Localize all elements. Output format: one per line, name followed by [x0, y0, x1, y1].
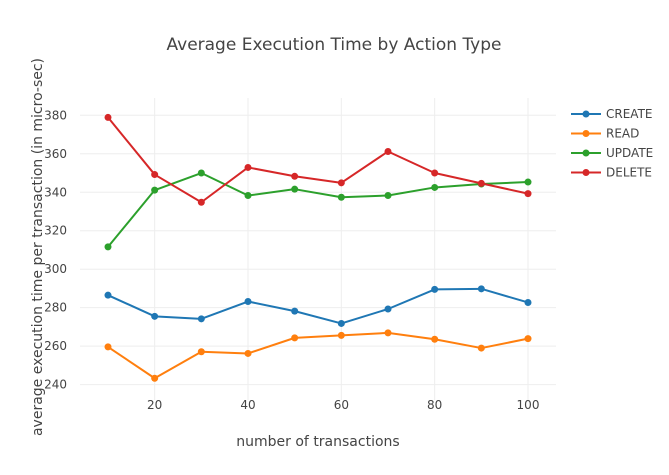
- data-point: [244, 298, 252, 306]
- x-tick-label: 60: [334, 398, 349, 412]
- grid: [80, 98, 556, 400]
- data-point: [104, 343, 112, 351]
- y-tick-label: 260: [44, 339, 67, 353]
- legend-label: CREATE: [606, 107, 653, 121]
- y-tick-label: 340: [44, 185, 67, 199]
- series-line: [107, 287, 529, 325]
- legend-label: READ: [606, 127, 639, 141]
- data-point: [384, 329, 392, 337]
- data-point: [431, 335, 439, 343]
- legend-swatch-marker: [582, 130, 590, 137]
- x-tick-label: 20: [147, 398, 162, 412]
- data-point: [524, 178, 532, 186]
- data-point: [291, 185, 299, 193]
- data-point: [197, 315, 205, 323]
- data-point: [291, 334, 299, 342]
- data-point: [291, 172, 299, 180]
- data-point: [477, 285, 485, 293]
- data-point: [384, 305, 392, 313]
- legend: CREATE READ UPDATE DELETE: [571, 107, 653, 180]
- legend-item-read[interactable]: READ: [571, 127, 639, 141]
- x-axis-title: number of transactions: [236, 434, 399, 450]
- data-point: [337, 193, 345, 201]
- data-point: [524, 335, 532, 343]
- data-point: [197, 198, 205, 206]
- x-tick-label: 40: [240, 398, 255, 412]
- legend-swatch-marker: [582, 110, 590, 118]
- data-point: [477, 179, 485, 187]
- series-delete: [104, 113, 532, 206]
- data-point: [291, 307, 299, 315]
- legend-swatch-marker: [582, 149, 590, 157]
- data-point: [524, 190, 532, 198]
- data-point: [244, 349, 252, 357]
- data-point: [104, 243, 112, 251]
- data-point: [104, 113, 112, 121]
- legend-item-update[interactable]: UPDATE: [571, 146, 653, 160]
- data-point: [244, 163, 252, 171]
- data-point: [384, 192, 392, 200]
- y-tick-label: 360: [44, 147, 67, 161]
- series-line: [107, 116, 529, 204]
- y-tick-label: 380: [44, 108, 67, 122]
- series-line: [107, 331, 529, 380]
- data-point: [151, 186, 159, 194]
- y-tick-label: 240: [44, 378, 67, 392]
- data-point: [431, 285, 439, 293]
- data-point: [524, 298, 532, 306]
- y-axis-title: average execution time per transaction (…: [30, 58, 46, 436]
- series-layer: [104, 113, 532, 382]
- data-point: [431, 183, 439, 191]
- chart-title: Average Execution Time by Action Type: [167, 35, 502, 55]
- data-point: [104, 291, 112, 299]
- legend-label: UPDATE: [606, 146, 653, 160]
- legend-item-delete[interactable]: DELETE: [571, 166, 652, 180]
- data-point: [337, 319, 345, 327]
- legend-label: DELETE: [606, 166, 652, 180]
- data-point: [151, 312, 159, 320]
- data-point: [431, 169, 439, 177]
- x-tick-label: 80: [427, 398, 442, 412]
- x-axis-ticks: 20 40 60 80 100: [147, 398, 539, 412]
- series-create: [104, 285, 532, 327]
- legend-swatch-marker: [582, 169, 590, 176]
- series-line: [107, 172, 529, 248]
- data-point: [197, 348, 205, 356]
- y-tick-label: 300: [44, 262, 67, 276]
- y-axis-ticks: 240 260 280 300 320 340 360 380: [44, 108, 67, 391]
- y-tick-label: 280: [44, 301, 67, 315]
- data-point: [477, 344, 485, 352]
- data-point: [244, 192, 252, 200]
- data-point: [384, 147, 392, 155]
- data-point: [151, 171, 159, 179]
- data-point: [337, 331, 345, 339]
- legend-item-create[interactable]: CREATE: [571, 107, 653, 121]
- data-point: [197, 169, 205, 177]
- data-point: [337, 179, 345, 187]
- x-tick-label: 100: [517, 398, 540, 412]
- data-point: [151, 374, 159, 382]
- series-read: [104, 329, 532, 382]
- y-tick-label: 320: [44, 224, 67, 238]
